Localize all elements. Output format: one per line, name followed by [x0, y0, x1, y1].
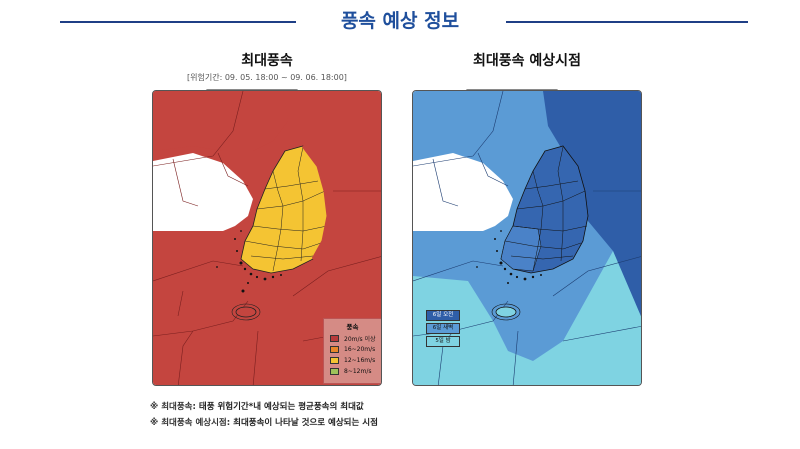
- right-panel-title: 최대풍속 예상시점: [473, 53, 581, 69]
- header-line-left: [60, 21, 296, 23]
- wind-speed-legend: 풍속 20m/s 이상 16~20m/s 12~16m/s 8~12m/s: [323, 318, 381, 384]
- note-text: 최대풍속이 나타날 것으로 예상되는 시점: [233, 418, 378, 428]
- legend-title: 풍속: [346, 323, 359, 331]
- legend-swatch: [330, 345, 339, 353]
- risk-period: [위험기간: 09. 05. 18:00 ~ 09. 06. 18:00]: [187, 73, 347, 82]
- note-text: 태풍 위험기간*내 예상되는 평균풍속의 최대값: [198, 402, 364, 412]
- wind-timing-map: 6일 오전 6일 새벽 5일 밤: [412, 90, 642, 386]
- note-key: ※ 최대풍속 예상시점:: [150, 418, 231, 428]
- legend-item: 16~20m/s: [330, 345, 381, 353]
- page-title: 풍속 예상 정보: [340, 10, 460, 32]
- note-wind-timing: ※ 최대풍속 예상시점: 최대풍속이 나타날 것으로 예상되는 시점: [150, 416, 378, 428]
- timing-legend-item: 6일 오전: [426, 310, 460, 321]
- timing-legend-item: 5일 밤: [426, 336, 460, 347]
- legend-swatch: [330, 334, 339, 342]
- legend-label: 8~12m/s: [344, 367, 372, 375]
- legend-item: 8~12m/s: [330, 367, 381, 375]
- timing-legend-item: 6일 새벽: [426, 323, 460, 334]
- legend-item: 12~16m/s: [330, 356, 381, 364]
- header-line-right: [506, 21, 748, 23]
- max-wind-map: 풍속 20m/s 이상 16~20m/s 12~16m/s 8~12m/s: [152, 90, 382, 386]
- wind-timing-map-svg: [413, 91, 641, 385]
- note-key: ※ 최대풍속:: [150, 402, 196, 412]
- legend-swatch: [330, 367, 339, 375]
- legend-label: 12~16m/s: [344, 356, 376, 364]
- note-max-wind: ※ 최대풍속: 태풍 위험기간*내 예상되는 평균풍속의 최대값: [150, 400, 364, 412]
- legend-label: 20m/s 이상: [344, 335, 376, 343]
- left-panel-title: 최대풍속: [241, 53, 293, 69]
- legend-item: 20m/s 이상: [330, 334, 381, 343]
- legend-swatch: [330, 356, 339, 364]
- legend-label: 16~20m/s: [344, 345, 376, 353]
